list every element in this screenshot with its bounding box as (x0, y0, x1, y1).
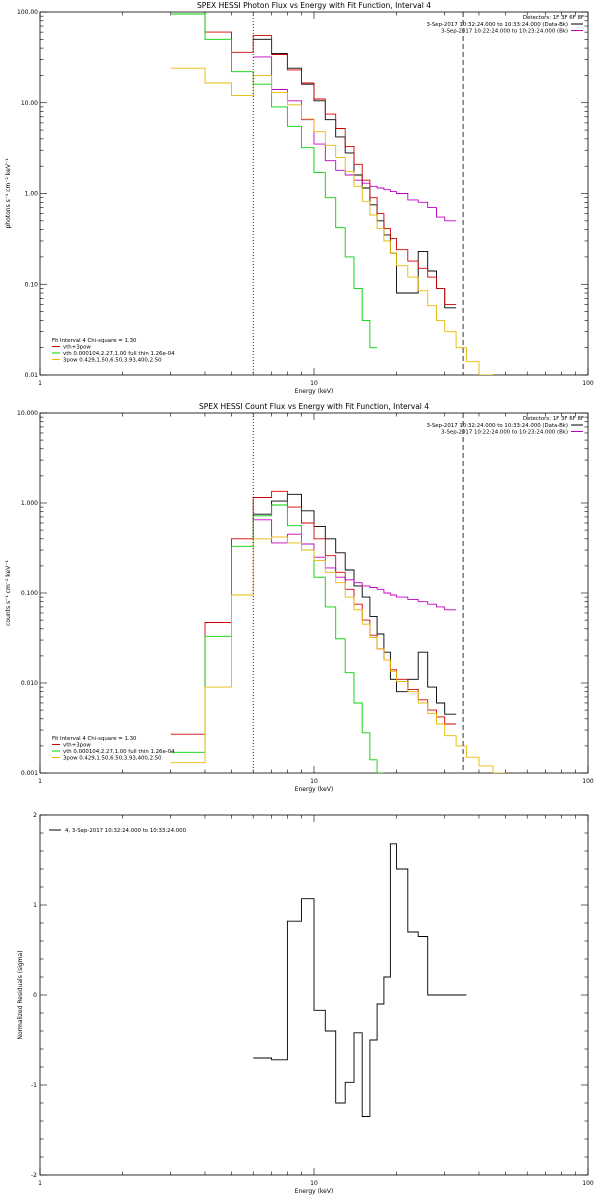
photon-flux-panel: SPEX HESSI Photon Flux vs Energy with Fi… (5, 1, 594, 395)
y-tick-label: 0.100 (21, 590, 38, 597)
y-tick-label: 2 (33, 812, 37, 819)
series-group (170, 490, 506, 773)
y-tick-label: 100.00 (17, 9, 38, 16)
x-axis-label: Energy (keV) (295, 1188, 334, 1195)
fit-legend-label: 3pow 0.429,1.50,6.50,3.93,400,2.50 (63, 756, 162, 762)
x-axis-label: Energy (keV) (295, 388, 334, 395)
residual-legend-label: 4, 3-Sep-2017 10:32:24.000 to 10:33:24.0… (65, 828, 187, 834)
y-tick-label: 1.000 (21, 500, 38, 507)
y-tick-label: 0.10 (25, 281, 39, 288)
count-flux-panel: SPEX HESSI Count Flux vs Energy with Fit… (5, 402, 594, 793)
time-legend-label: 3-Sep-2017 10:22:24.000 to 10:23:24.000 … (441, 430, 568, 436)
x-tick-label: 100 (582, 1180, 594, 1187)
y-axis-label: counts s⁻¹ cm⁻² keV⁻¹ (5, 560, 12, 626)
series-line-3pow (170, 67, 493, 375)
y-tick-label: 10.000 (17, 410, 38, 417)
series-line-data-bk (253, 38, 457, 309)
x-tick-label: 100 (582, 778, 594, 785)
x-tick-label: 100 (582, 380, 594, 387)
y-axis-label: photons s⁻¹ cm⁻² keV⁻¹ (5, 158, 12, 229)
y-tick-label: 0 (33, 992, 37, 999)
y-tick-label: 0.01 (25, 372, 39, 379)
series-line-vth (170, 13, 378, 349)
series-line-4 (253, 843, 467, 1117)
fit-info-label: Fit Interval 4 Chi-square = 1.30 (52, 736, 137, 742)
x-axis-label: Energy (keV) (295, 786, 334, 793)
y-tick-label: 1.00 (25, 191, 39, 198)
series-line-vth (170, 504, 384, 773)
residuals-panel: 1 10 100 -2 -1 0 1 2 Energy (keV) Normalized Resi… (17, 812, 594, 1195)
plot-frame (39, 11, 589, 376)
fit-legend-label: 3pow 0.429,1.50,6.50,3.93,400,2.50 (63, 358, 162, 364)
time-legend-label: 3-Sep-2017 10:32:24.000 to 10:33:24.000 … (426, 22, 568, 28)
fit-legend-label: vth 0.000104,2.27,1.00 full thin 1.26e-0… (63, 351, 175, 357)
series-line-vth-3pow (170, 13, 457, 305)
plot-frame (39, 412, 589, 774)
y-axis-label: Normalized Residuals (sigma) (17, 950, 24, 1039)
series-line-bk (253, 56, 457, 222)
x-tick-label: 10 (310, 380, 318, 387)
y-tick-label: 10.00 (21, 100, 38, 107)
y-tick-label: -1 (31, 1082, 37, 1089)
y-tick-label: -2 (31, 1172, 37, 1179)
x-tick-label: 1 (38, 778, 42, 785)
detectors-label: Detectors: 1F 3F 6F 8F (523, 15, 584, 21)
y-tick-label: 0.010 (21, 680, 38, 687)
fit-info-label: Fit Interval 4 Chi-square = 1.30 (52, 338, 137, 344)
series-group (170, 13, 493, 375)
series-line-bk (253, 519, 457, 611)
y-tick-label: 0.001 (21, 770, 38, 777)
chart-title: SPEX HESSI Count Flux vs Energy with Fit… (199, 402, 429, 411)
x-tick-label: 10 (310, 778, 318, 785)
series-line-vth-3pow (170, 490, 457, 735)
fit-legend-label: vth+3pow (63, 743, 91, 749)
series-group (253, 843, 467, 1117)
series-line-3pow (170, 536, 506, 773)
chart-title: SPEX HESSI Photon Flux vs Energy with Fi… (197, 1, 431, 10)
x-tick-label: 10 (310, 1180, 318, 1187)
time-legend-label: 3-Sep-2017 10:22:24.000 to 10:23:24.000 … (441, 29, 568, 35)
fit-legend-label: vth 0.000104,2.27,1.00 full thin 1.26e-0… (63, 749, 175, 755)
y-tick-label: 1 (33, 902, 37, 909)
x-tick-label: 1 (38, 380, 42, 387)
fit-legend-label: vth+3pow (63, 345, 91, 351)
detectors-label: Detectors: 1F 3F 6F 8F (523, 416, 584, 422)
time-legend-label: 3-Sep-2017 10:32:24.000 to 10:33:24.000 … (426, 423, 568, 429)
series-line-data-bk (253, 493, 457, 715)
x-tick-label: 1 (38, 1180, 42, 1187)
